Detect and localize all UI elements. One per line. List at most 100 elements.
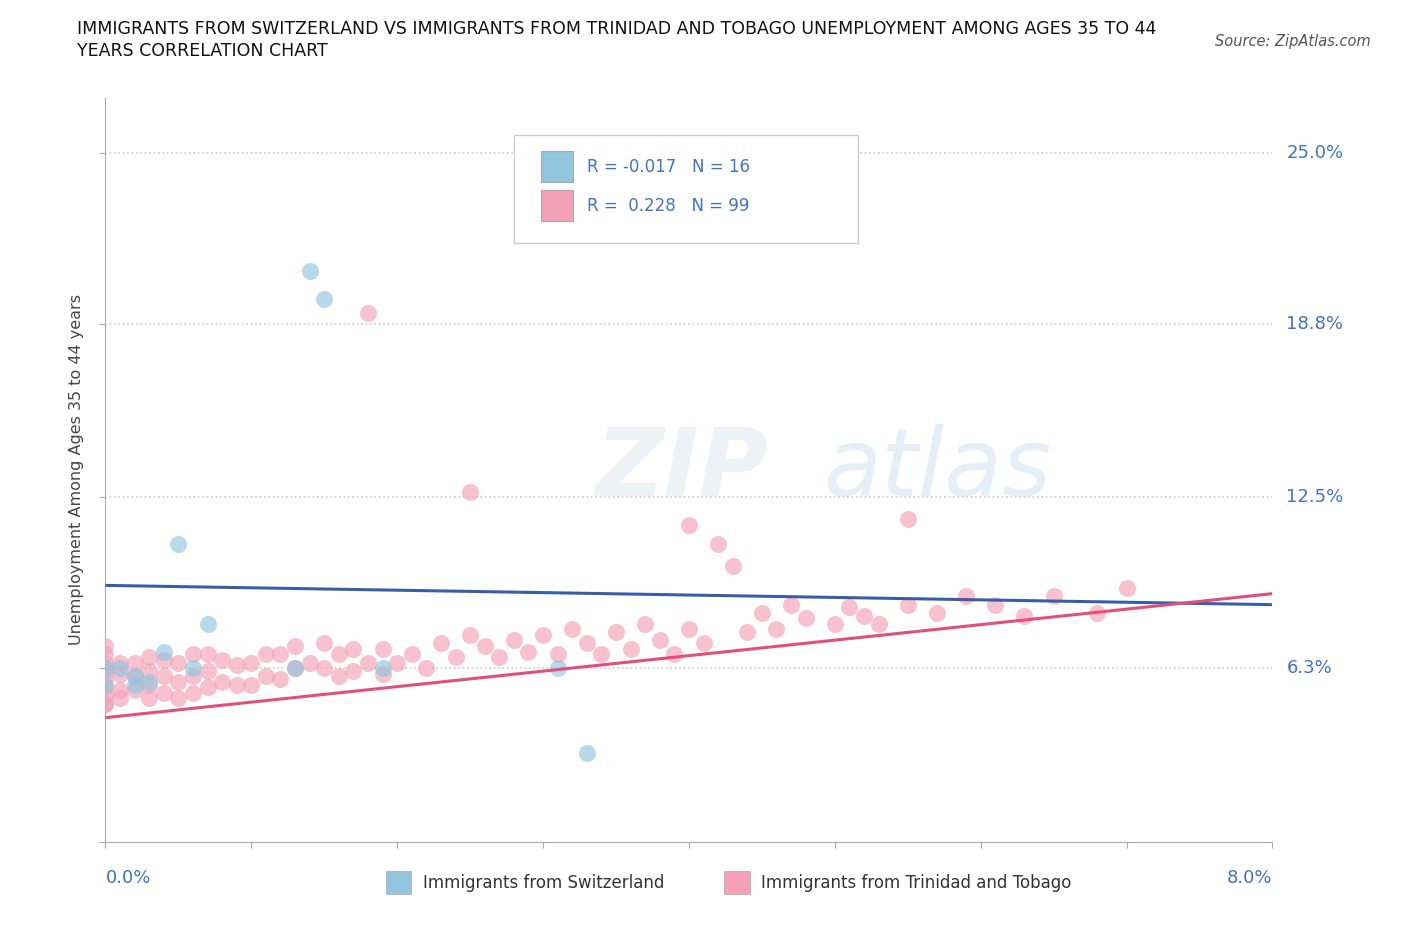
Point bbox=[298, 655, 321, 670]
Point bbox=[254, 669, 277, 684]
Point bbox=[138, 663, 160, 678]
Point bbox=[342, 663, 364, 678]
Point bbox=[1087, 605, 1109, 620]
Text: 25.0%: 25.0% bbox=[1286, 144, 1344, 162]
Point bbox=[575, 636, 598, 651]
Point bbox=[94, 697, 117, 711]
Point bbox=[430, 636, 453, 651]
Point bbox=[385, 655, 409, 670]
Point bbox=[153, 669, 174, 684]
Point bbox=[181, 647, 204, 662]
Point bbox=[678, 622, 700, 637]
Text: IMMIGRANTS FROM SWITZERLAND VS IMMIGRANTS FROM TRINIDAD AND TOBAGO UNEMPLOYMENT : IMMIGRANTS FROM SWITZERLAND VS IMMIGRANT… bbox=[77, 20, 1157, 38]
Point bbox=[138, 649, 160, 664]
Point bbox=[254, 647, 277, 662]
Point bbox=[1115, 580, 1137, 595]
Point bbox=[984, 597, 1007, 612]
Point bbox=[415, 660, 437, 675]
Point bbox=[692, 636, 714, 651]
Point bbox=[181, 669, 204, 684]
Point bbox=[328, 669, 350, 684]
Point bbox=[270, 671, 292, 686]
Point bbox=[124, 683, 146, 698]
Text: 0.0%: 0.0% bbox=[105, 870, 150, 887]
Point bbox=[94, 647, 117, 662]
Point bbox=[357, 305, 380, 320]
Point bbox=[575, 746, 598, 761]
Point bbox=[401, 647, 423, 662]
Text: ZIP: ZIP bbox=[596, 424, 769, 515]
Point bbox=[225, 658, 247, 672]
Point bbox=[328, 647, 350, 662]
Point bbox=[371, 666, 394, 681]
Point bbox=[197, 647, 219, 662]
Point bbox=[197, 617, 219, 631]
Point bbox=[108, 660, 131, 675]
Point bbox=[167, 674, 190, 689]
Point bbox=[605, 625, 627, 640]
Point bbox=[270, 647, 292, 662]
Point bbox=[591, 647, 613, 662]
Point bbox=[138, 691, 160, 706]
Point bbox=[517, 644, 540, 659]
FancyBboxPatch shape bbox=[541, 152, 574, 182]
Text: Source: ZipAtlas.com: Source: ZipAtlas.com bbox=[1215, 34, 1371, 49]
Point bbox=[94, 688, 117, 703]
Point bbox=[488, 649, 510, 664]
Point bbox=[925, 605, 948, 620]
Point bbox=[153, 644, 174, 659]
Point bbox=[94, 660, 117, 675]
Point bbox=[955, 589, 977, 604]
Point bbox=[314, 636, 336, 651]
Text: atlas: atlas bbox=[823, 424, 1052, 515]
Point bbox=[664, 647, 686, 662]
Point bbox=[838, 600, 860, 615]
Point bbox=[780, 597, 803, 612]
Y-axis label: Unemployment Among Ages 35 to 44 years: Unemployment Among Ages 35 to 44 years bbox=[69, 294, 84, 645]
Point bbox=[751, 605, 773, 620]
Point bbox=[94, 677, 117, 692]
Point bbox=[124, 655, 146, 670]
Point bbox=[314, 660, 336, 675]
Point bbox=[547, 660, 569, 675]
Point bbox=[1014, 608, 1036, 623]
Text: R =  0.228   N = 99: R = 0.228 N = 99 bbox=[588, 196, 749, 215]
Point bbox=[458, 628, 481, 643]
Point bbox=[167, 691, 190, 706]
Point bbox=[108, 683, 131, 698]
Point bbox=[94, 663, 117, 678]
Point bbox=[197, 680, 219, 695]
Point bbox=[357, 655, 380, 670]
Point bbox=[503, 633, 526, 648]
Point bbox=[94, 680, 117, 695]
FancyBboxPatch shape bbox=[724, 871, 749, 894]
Point bbox=[444, 649, 467, 664]
Point bbox=[211, 674, 233, 689]
Point bbox=[371, 660, 394, 675]
FancyBboxPatch shape bbox=[515, 135, 858, 243]
Point bbox=[737, 625, 759, 640]
Point bbox=[561, 622, 583, 637]
Point bbox=[721, 559, 744, 574]
Point bbox=[678, 517, 700, 532]
Point bbox=[371, 642, 394, 657]
Point bbox=[284, 639, 307, 654]
Point bbox=[794, 611, 817, 626]
Point bbox=[124, 669, 146, 684]
Point bbox=[138, 674, 160, 689]
Text: 12.5%: 12.5% bbox=[1286, 488, 1344, 506]
Point bbox=[240, 655, 263, 670]
Point bbox=[458, 485, 481, 499]
Point bbox=[648, 633, 671, 648]
Point bbox=[197, 663, 219, 678]
Point bbox=[94, 639, 117, 654]
Point bbox=[124, 677, 146, 692]
Point bbox=[634, 617, 657, 631]
Point bbox=[284, 660, 307, 675]
Point bbox=[314, 291, 336, 306]
Point bbox=[765, 622, 787, 637]
Text: Immigrants from Switzerland: Immigrants from Switzerland bbox=[423, 873, 664, 892]
FancyBboxPatch shape bbox=[541, 190, 574, 221]
Point bbox=[181, 660, 204, 675]
Point bbox=[94, 655, 117, 670]
